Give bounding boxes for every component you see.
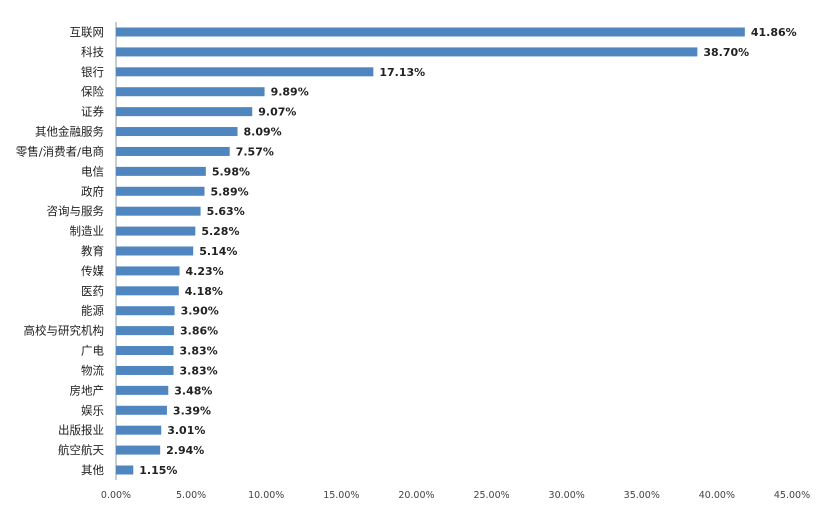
value-label: 3.39%	[173, 404, 211, 417]
category-label: 保险	[81, 85, 104, 99]
bar	[116, 346, 174, 356]
category-label: 电信	[81, 164, 104, 178]
category-label: 传媒	[81, 264, 104, 278]
value-label: 3.86%	[180, 325, 218, 338]
category-label: 广电	[81, 344, 104, 358]
bar	[116, 47, 698, 57]
value-label: 9.89%	[271, 86, 309, 99]
category-label: 娱乐	[81, 403, 104, 417]
bars	[116, 27, 745, 475]
bar	[116, 27, 745, 37]
x-tick-label: 35.00%	[624, 490, 660, 501]
value-labels: 41.86%38.70% 17.13% 9.89% 9.07% 8.09% 7.57% 5.…	[139, 26, 796, 477]
bar	[116, 425, 162, 435]
bar	[116, 87, 265, 97]
category-label: 房地产	[70, 383, 105, 397]
x-tick-label: 45.00%	[774, 490, 810, 501]
x-tick-label: 5.00%	[176, 490, 206, 501]
bar	[116, 246, 194, 256]
x-tick-label: 20.00%	[398, 490, 434, 501]
value-label: 17.13%	[379, 66, 425, 79]
value-label: 4.18%	[185, 285, 223, 298]
category-label: 物流	[81, 363, 104, 377]
category-label: 航空航天	[58, 443, 104, 457]
category-label: 能源	[81, 304, 104, 318]
x-tick-label: 40.00%	[699, 490, 735, 501]
category-label: 高校与研究机构	[24, 324, 105, 338]
bar	[116, 206, 201, 216]
x-tick-label: 30.00%	[549, 490, 585, 501]
bar	[116, 465, 134, 475]
x-axis-ticks: 0.00% 5.00% 10.00% 15.00% 20.00% 25.00% 30.00%…	[101, 490, 810, 501]
value-label: 7.57%	[236, 145, 274, 158]
value-label: 9.07%	[258, 106, 296, 119]
x-tick-label: 10.00%	[248, 490, 284, 501]
x-tick-label: 15.00%	[323, 490, 359, 501]
category-label: 银行	[81, 65, 104, 79]
bar	[116, 186, 205, 196]
value-label: 4.23%	[186, 265, 224, 278]
category-label: 咨询与服务	[47, 204, 105, 218]
x-tick-label: 25.00%	[473, 490, 509, 501]
bar	[116, 405, 167, 415]
category-label: 零售/消费者/电商	[16, 144, 104, 158]
value-label: 3.48%	[174, 384, 212, 397]
value-label: 5.28%	[201, 225, 239, 238]
x-tick-label: 0.00%	[101, 490, 131, 501]
value-label: 5.98%	[212, 165, 250, 178]
bar	[116, 306, 175, 316]
category-label: 互联网	[70, 25, 105, 39]
value-label: 38.70%	[703, 46, 749, 59]
value-label: 3.90%	[181, 305, 219, 318]
value-label: 3.83%	[180, 345, 218, 358]
category-label: 科技	[81, 45, 104, 59]
bar	[116, 226, 196, 236]
category-labels: 互联网科技银行保险证券其他金融服务零售/消费者/电商电信政府咨询与服务制造业教育…	[16, 25, 105, 477]
bar	[116, 266, 180, 276]
bar	[116, 127, 238, 137]
category-label: 证券	[81, 105, 104, 119]
bar	[116, 166, 206, 176]
bar	[116, 385, 169, 395]
category-label: 出版报业	[58, 423, 104, 437]
value-label: 3.01%	[167, 424, 205, 437]
category-label: 政府	[81, 184, 104, 198]
value-label: 5.89%	[210, 185, 248, 198]
value-label: 8.09%	[244, 126, 282, 139]
value-label: 41.86%	[751, 26, 797, 39]
bar	[116, 67, 374, 77]
bar	[116, 286, 179, 296]
bar	[116, 326, 174, 336]
value-label: 3.83%	[180, 364, 218, 377]
category-label: 制造业	[70, 224, 105, 238]
value-label: 1.15%	[139, 464, 177, 477]
value-label: 5.14%	[199, 245, 237, 258]
value-label: 5.63%	[207, 205, 245, 218]
bar	[116, 146, 230, 156]
bar	[116, 365, 174, 375]
category-label: 其他金融服务	[35, 125, 104, 139]
category-label: 教育	[81, 244, 104, 258]
value-label: 2.94%	[166, 444, 204, 457]
bar	[116, 107, 253, 117]
bar	[116, 445, 161, 455]
category-label: 其他	[81, 463, 104, 477]
category-label: 医药	[81, 284, 104, 298]
